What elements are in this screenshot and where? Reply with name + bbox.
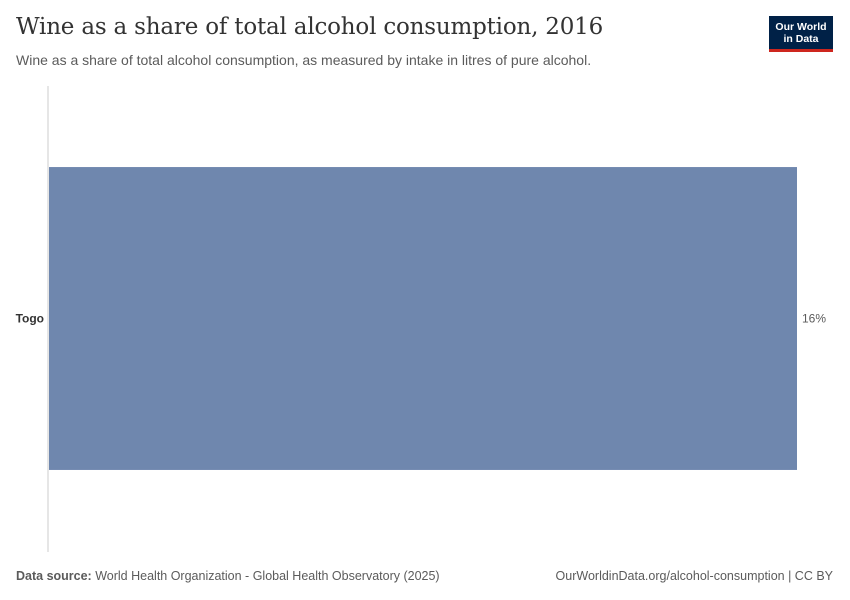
source-url[interactable]: OurWorldinData.org/alcohol-consumption |… (555, 569, 833, 583)
chart-title: Wine as a share of total alcohol consump… (16, 14, 604, 40)
data-source-label: Data source: (16, 569, 92, 583)
value-label: 16% (802, 312, 826, 326)
owid-logo[interactable]: Our World in Data (769, 16, 833, 52)
chart-subtitle: Wine as a share of total alcohol consump… (16, 52, 592, 68)
data-source-text[interactable]: World Health Organization - Global Healt… (95, 569, 440, 583)
bar-togo[interactable] (49, 167, 797, 470)
logo-line-1: Our World (775, 21, 827, 33)
category-label: Togo (16, 312, 44, 326)
logo-line-2: in Data (783, 33, 819, 45)
data-source: Data source: World Health Organization -… (16, 569, 440, 583)
